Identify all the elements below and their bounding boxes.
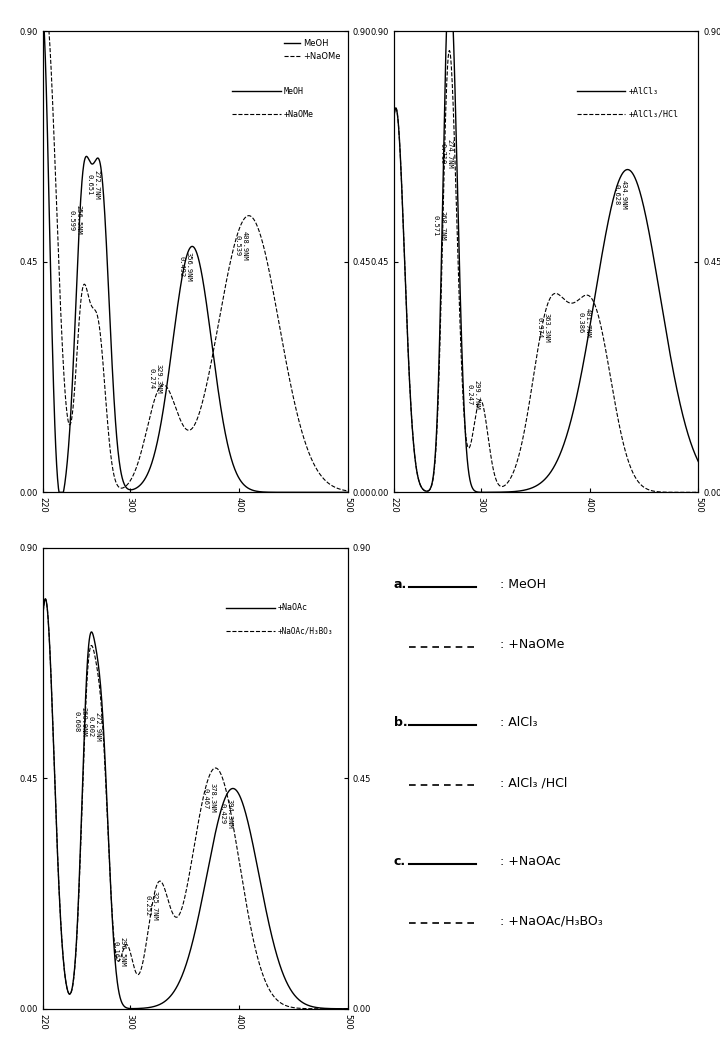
Text: : AlCl₃: : AlCl₃ — [500, 717, 538, 729]
Text: 274.7NM
0.710: 274.7NM 0.710 — [439, 138, 452, 168]
Text: 299.7NM
0.247: 299.7NM 0.247 — [467, 380, 480, 410]
Text: 378.3NM
0.467: 378.3NM 0.467 — [202, 783, 215, 813]
Text: : AlCl₃ /HCl: : AlCl₃ /HCl — [500, 776, 567, 789]
Text: : +NaOMe: : +NaOMe — [500, 638, 564, 651]
Text: MeOH: MeOH — [284, 86, 304, 96]
Text: a.: a. — [394, 578, 407, 591]
Text: 272.9NM
0.602: 272.9NM 0.602 — [88, 711, 101, 742]
Text: +AlCl₃: +AlCl₃ — [629, 86, 658, 96]
Text: c.: c. — [394, 855, 406, 867]
Text: 256.5NM
0.599: 256.5NM 0.599 — [68, 206, 81, 235]
Text: +AlCl₃/HCl: +AlCl₃/HCl — [629, 109, 678, 119]
Text: 394.3NM
0.429: 394.3NM 0.429 — [220, 799, 233, 829]
Text: 356.9NM
0.492: 356.9NM 0.492 — [178, 252, 192, 281]
Text: 325.7NM
0.252: 325.7NM 0.252 — [145, 891, 158, 920]
Text: : +NaOAc/H₃BO₃: : +NaOAc/H₃BO₃ — [500, 915, 603, 928]
Legend: MeOH, +NaOMe: MeOH, +NaOMe — [281, 35, 343, 64]
Text: +NaOMe: +NaOMe — [284, 109, 314, 119]
Text: b.: b. — [394, 717, 408, 729]
Text: 329.3NM
0.274: 329.3NM 0.274 — [149, 364, 162, 394]
Text: : MeOH: : MeOH — [500, 578, 546, 591]
Text: +NaOAc/H₃BO₃: +NaOAc/H₃BO₃ — [278, 626, 333, 635]
Text: 434.9NM
0.628: 434.9NM 0.628 — [613, 180, 626, 209]
Text: 272.7NM
0.651: 272.7NM 0.651 — [87, 170, 100, 200]
Text: 260.9NM
0.608: 260.9NM 0.608 — [73, 706, 86, 736]
Text: 268.7NM
0.571: 268.7NM 0.571 — [433, 210, 446, 240]
Text: 408.9NM
0.539: 408.9NM 0.539 — [235, 231, 248, 261]
Text: 363.3NM
0.374: 363.3NM 0.374 — [536, 313, 549, 343]
Text: +NaOAc: +NaOAc — [278, 603, 308, 613]
Text: : +NaOAc: : +NaOAc — [500, 855, 561, 867]
Text: 401.7NM
0.386: 401.7NM 0.386 — [577, 308, 590, 338]
Text: 296.5NM
0.162: 296.5NM 0.162 — [113, 937, 126, 967]
